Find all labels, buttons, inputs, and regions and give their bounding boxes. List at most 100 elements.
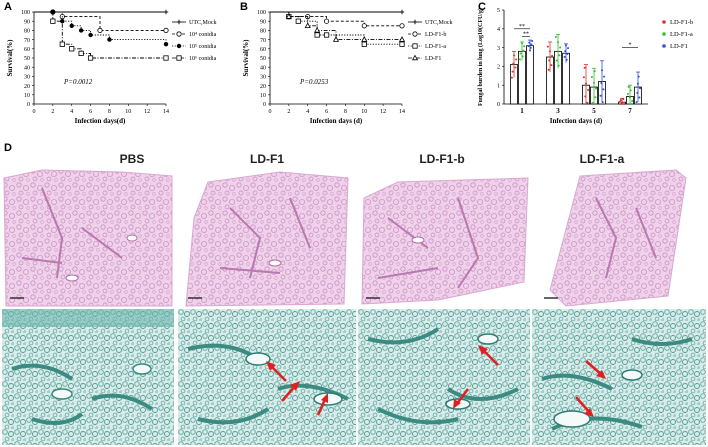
data-dot-1 — [521, 42, 523, 45]
panel-letter-c: C — [478, 1, 486, 13]
legend-marker-2 — [176, 43, 182, 49]
panel-letter-d: D — [4, 142, 12, 154]
sig-label: ** — [519, 24, 525, 30]
data-dot-0 — [586, 101, 589, 104]
data-dot-0 — [587, 88, 590, 91]
legend-dot-0 — [662, 20, 666, 24]
y-tick-label: 30 — [24, 75, 30, 81]
series-marker-1 — [163, 27, 169, 33]
data-dot-1 — [629, 96, 631, 99]
data-dot-0 — [511, 70, 514, 73]
x-tick-label: 4 — [306, 109, 309, 115]
legend-label-3: LD-F1 — [425, 56, 441, 62]
series-marker-2 — [323, 32, 330, 38]
data-dot-0 — [550, 64, 553, 67]
data-dot-1 — [629, 89, 632, 92]
data-dot-2 — [601, 101, 604, 104]
x-tick-label: 10 — [361, 109, 367, 115]
y-tick-label: 20 — [260, 84, 266, 90]
x-axis-label: Infection days (d) — [550, 117, 603, 125]
p-value-annotation: P=0.0012 — [63, 78, 93, 86]
category-label: 5 — [592, 107, 596, 115]
series-marker-2 — [78, 28, 84, 33]
y-tick-label: 20 — [24, 84, 30, 90]
series-marker-2 — [399, 41, 405, 47]
data-dot-0 — [547, 68, 550, 71]
series-line-2 — [34, 11, 167, 45]
data-dot-0 — [515, 58, 518, 61]
x-tick-label: 12 — [144, 109, 150, 115]
data-dot-1 — [590, 75, 593, 78]
y-tick-label: 0 — [263, 102, 266, 108]
y-axis-label: Survival(%) — [6, 39, 14, 77]
data-dot-1 — [631, 99, 634, 102]
data-dot-2 — [601, 69, 603, 72]
x-tick-label: 2 — [287, 109, 290, 115]
legend-label-2: 10⁵ conidia — [189, 44, 217, 50]
y-tick-label: 70 — [260, 38, 266, 44]
data-dot-1 — [594, 96, 597, 99]
x-tick-label: 0 — [269, 109, 272, 115]
series-marker-1 — [323, 18, 330, 24]
data-dot-0 — [620, 103, 623, 105]
x-tick-label: 6 — [325, 109, 328, 115]
data-dot-2 — [637, 82, 639, 85]
data-dot-1 — [593, 81, 595, 84]
legend-label-0: UTC,Mock — [425, 20, 453, 26]
legend-label-2: LD-F1-a — [425, 44, 446, 50]
p-value-annotation: P=0.0253 — [299, 78, 329, 86]
data-dot-2 — [635, 101, 638, 104]
data-dot-2 — [599, 94, 602, 97]
data-dot-2 — [529, 49, 531, 52]
data-dot-2 — [602, 88, 605, 91]
data-dot-0 — [549, 50, 551, 53]
he-image-pbs — [3, 169, 173, 307]
y-tick-label: 90 — [24, 19, 30, 25]
series-marker-1 — [97, 27, 103, 33]
data-dot-1 — [591, 101, 594, 104]
data-dot-2 — [531, 39, 534, 42]
y-tick-label: 10 — [24, 93, 30, 99]
histo-label-ld-f1-b: LD-F1-b — [419, 152, 465, 166]
x-tick-label: 14 — [163, 109, 169, 115]
category-label: 3 — [556, 107, 560, 115]
data-dot-0 — [619, 99, 622, 102]
legend-marker-2 — [412, 43, 418, 49]
y-tick-label: 50 — [260, 56, 266, 62]
series-marker-3 — [163, 55, 169, 61]
data-dot-1 — [518, 58, 521, 61]
series-marker-3 — [78, 50, 84, 57]
data-dot-2 — [639, 87, 642, 90]
data-dot-2 — [637, 75, 640, 78]
legend-label-0: UTC,Mock — [189, 20, 217, 26]
data-dot-1 — [519, 52, 522, 55]
data-dot-0 — [546, 45, 549, 48]
series-marker-3 — [69, 46, 75, 52]
data-dot-0 — [512, 62, 515, 65]
data-dot-0 — [623, 103, 626, 105]
gms-image-pbs — [2, 309, 174, 445]
y-tick-label: 60 — [24, 47, 30, 53]
legend-marker-1 — [412, 31, 418, 37]
category-label: 7 — [628, 107, 632, 115]
y-tick-label: 80 — [24, 29, 30, 35]
sig-label: ** — [523, 31, 529, 37]
data-dot-1 — [523, 45, 526, 48]
category-label: 1 — [520, 107, 524, 115]
data-dot-1 — [557, 64, 560, 67]
data-dot-2 — [529, 46, 532, 49]
he-image-ld-f1-b — [361, 177, 529, 305]
series-marker-3 — [361, 36, 368, 42]
data-dot-0 — [584, 95, 587, 98]
legend-label-1: LD-F1-b — [425, 32, 446, 38]
data-dot-1 — [595, 87, 598, 90]
data-dot-1 — [557, 41, 559, 44]
data-dot-1 — [559, 46, 562, 49]
he-image-ld-f1-a — [544, 169, 687, 307]
legend-dot-1 — [662, 32, 666, 36]
legend-label-1: LD-F1-a — [670, 31, 693, 38]
legend-marker-1 — [176, 31, 182, 37]
he-image-ld-f1 — [185, 171, 349, 307]
data-dot-2 — [527, 45, 530, 48]
